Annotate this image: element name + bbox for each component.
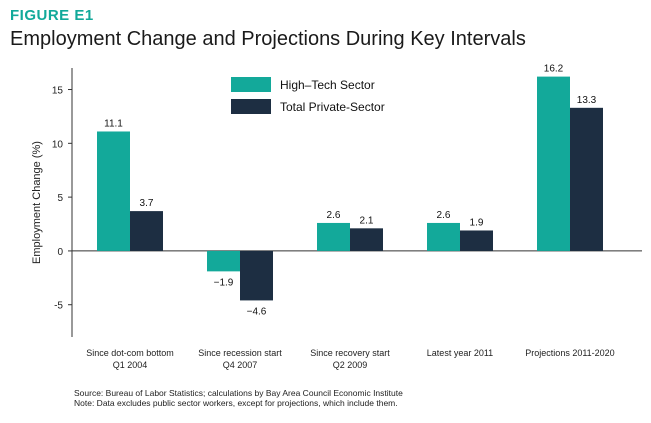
source-note: Source: Bureau of Labor Statistics; calc…	[74, 388, 403, 408]
bar-value-label: 3.7	[140, 198, 154, 209]
bar-total-private	[460, 230, 493, 251]
legend-label: High–Tech Sector	[280, 78, 375, 92]
bar-high-tech	[317, 222, 350, 251]
category-label: Q1 2004	[113, 360, 148, 370]
legend-label: Total Private-Sector	[280, 100, 385, 114]
bar-high-tech	[97, 131, 130, 251]
y-tick-label: 15	[52, 86, 64, 97]
bar-total-private	[240, 250, 273, 301]
category-labels: Since dot-com bottom Q1 2004 Since recessi…	[86, 348, 614, 370]
bar-total-private	[570, 107, 603, 251]
bar-total-private	[350, 228, 383, 251]
category-label: Projections 2011-2020	[525, 348, 614, 358]
legend-swatch	[231, 99, 271, 114]
y-tick-label: -5	[54, 301, 63, 312]
y-axis-label: Employment Change (%)	[31, 141, 43, 264]
bar-total-private	[130, 211, 163, 251]
bar-value-label: 16.2	[544, 64, 564, 75]
bar-value-label: 2.6	[437, 210, 451, 221]
y-tick-label: 5	[57, 193, 63, 204]
category-label: Q2 2009	[333, 360, 368, 370]
bar-value-label: 2.1	[360, 215, 374, 226]
bar-value-label: −4.6	[247, 306, 267, 317]
bars	[97, 76, 603, 301]
figure-label: FIGURE E1	[10, 7, 94, 24]
category-label: Latest year 2011	[427, 348, 493, 358]
data-labels: 11.1 3.7 −1.9 −4.6 2.6 2.1 2.6 1.9 16.2 13.3	[104, 64, 597, 318]
note-line: Note: Data excludes public sector worker…	[74, 398, 398, 408]
y-tick-label: 0	[57, 247, 63, 258]
source-line: Source: Bureau of Labor Statistics; calc…	[74, 388, 403, 398]
bar-value-label: 1.9	[470, 217, 484, 228]
category-label: Since dot-com bottom	[86, 348, 174, 358]
bar-high-tech	[427, 222, 460, 251]
category-label: Since recovery start	[310, 348, 390, 358]
category-label: Since recession start	[198, 348, 282, 358]
bar-value-label: −1.9	[214, 277, 234, 288]
bar-high-tech	[207, 250, 240, 272]
bar-value-label: 2.6	[327, 210, 341, 221]
y-tick-label: 10	[52, 139, 64, 150]
legend-swatch	[231, 77, 271, 92]
bar-high-tech	[537, 76, 570, 251]
figure-title: Employment Change and Projections During…	[10, 28, 526, 50]
bar-value-label: 13.3	[577, 95, 597, 106]
legend: High–Tech Sector Total Private-Sector	[231, 77, 385, 114]
bar-value-label: 11.1	[104, 118, 123, 129]
category-label: Q4 2007	[223, 360, 258, 370]
